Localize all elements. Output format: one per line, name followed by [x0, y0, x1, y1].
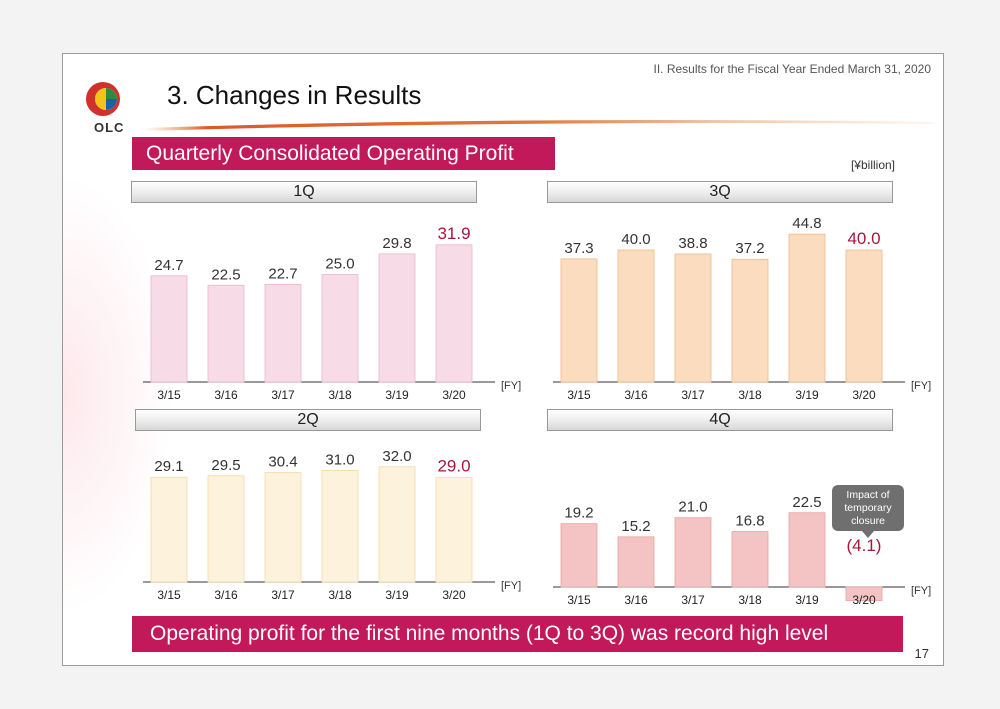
unit-label: [¥billion] — [850, 158, 895, 172]
q3-header: 3Q — [547, 181, 893, 203]
bar-3-16 — [617, 249, 655, 383]
value-label: 31.9 — [437, 224, 470, 243]
value-label: 37.2 — [735, 240, 764, 257]
tick-label: 3/16 — [214, 388, 238, 402]
bar-3-17 — [264, 283, 302, 383]
slide: II. Results for the Fiscal Year Ended Ma… — [62, 53, 944, 666]
tick-label: 3/19 — [795, 388, 819, 402]
tick-label: 3/19 — [385, 588, 409, 602]
value-label: 25.0 — [325, 256, 354, 273]
value-label: 21.0 — [678, 499, 707, 516]
bar-3-18 — [321, 470, 359, 583]
value-label: 29.5 — [211, 457, 240, 474]
tick-label: 3/15 — [567, 388, 591, 402]
bar-3-20 — [845, 586, 883, 601]
value-label: 40.0 — [621, 231, 650, 248]
bar-3-17 — [264, 472, 302, 583]
value-label: 37.3 — [564, 240, 593, 257]
tick-label: 3/15 — [157, 588, 181, 602]
tick-label: 3/18 — [328, 388, 352, 402]
value-label: (4.1) — [847, 536, 882, 555]
value-label: 29.8 — [382, 235, 411, 252]
bar-3-17 — [674, 517, 712, 588]
bar-3-15 — [150, 275, 188, 383]
section-label: Quarterly Consolidated Operating Profit — [132, 137, 555, 170]
tick-label: 3/16 — [624, 593, 648, 607]
tick-label: 3/16 — [214, 588, 238, 602]
value-label: 40.0 — [847, 229, 880, 248]
tick-label: 3/19 — [795, 593, 819, 607]
bar-3-18 — [731, 258, 769, 383]
tick-label: 3/18 — [328, 588, 352, 602]
value-label: 22.7 — [268, 265, 297, 282]
q1-header: 1Q — [131, 181, 477, 203]
value-label: 38.8 — [678, 235, 707, 252]
chart-3q: 37.3 3/15 40.0 3/16 38.8 3/17 37.2 3/18 44.8 3/19… — [553, 215, 931, 402]
axis-suffix: [FY] — [911, 380, 931, 392]
section-reference: II. Results for the Fiscal Year Ended Ma… — [653, 62, 932, 76]
q2-header: 2Q — [135, 409, 481, 431]
value-label: 22.5 — [792, 494, 821, 511]
bar-3-19 — [788, 512, 826, 588]
value-label: 30.4 — [268, 454, 297, 471]
tick-label: 3/20 — [442, 388, 466, 402]
tick-label: 3/17 — [681, 593, 705, 607]
chart-1q: 24.7 3/15 22.5 3/16 22.7 3/17 25.0 3/18 29.8 3/19… — [143, 224, 521, 402]
value-label: 29.1 — [154, 458, 183, 475]
tick-label: 3/17 — [271, 588, 295, 602]
value-label: 15.2 — [621, 518, 650, 535]
value-label: 24.7 — [154, 257, 183, 274]
tick-label: 3/20 — [442, 588, 466, 602]
bar-3-16 — [617, 536, 655, 588]
value-label: 32.0 — [382, 448, 411, 465]
value-label: 19.2 — [564, 505, 593, 522]
chart-2q: 29.1 3/15 29.5 3/16 30.4 3/17 31.0 3/18 32.0 3/19… — [143, 448, 521, 602]
bar-3-15 — [560, 258, 598, 383]
bar-3-16 — [207, 284, 245, 383]
callout-text: Impact of temporary closure — [844, 488, 892, 527]
axis-suffix: [FY] — [501, 380, 521, 392]
q4-header: 4Q — [547, 409, 893, 431]
logo-text: OLC — [94, 120, 125, 135]
bar-3-15 — [150, 476, 188, 583]
tick-label: 3/16 — [624, 388, 648, 402]
bar-3-16 — [207, 475, 245, 583]
tick-label: 3/18 — [738, 593, 762, 607]
bar-3-20 — [435, 477, 473, 583]
bar-3-19 — [378, 253, 416, 383]
tick-label: 3/20 — [852, 593, 876, 607]
bar-3-20 — [435, 244, 473, 383]
value-label: 22.5 — [211, 266, 240, 283]
tick-label: 3/17 — [271, 388, 295, 402]
bar-3-19 — [378, 466, 416, 583]
value-label: 31.0 — [325, 451, 354, 468]
bar-3-20 — [845, 249, 883, 383]
bar-3-18 — [731, 531, 769, 588]
bar-3-15 — [560, 523, 598, 588]
footer-banner: Operating profit for the first nine mont… — [132, 616, 903, 652]
tick-label: 3/15 — [567, 593, 591, 607]
bar-3-17 — [674, 253, 712, 383]
value-label: 16.8 — [735, 513, 764, 530]
tick-label: 3/15 — [157, 388, 181, 402]
axis-suffix: [FY] — [911, 585, 931, 597]
bar-3-19 — [788, 233, 826, 383]
value-label: 44.8 — [792, 215, 821, 232]
title-underline-swoosh — [143, 120, 933, 131]
page-number: 17 — [914, 646, 929, 661]
temporary-closure-callout: Impact of temporary closure — [832, 485, 904, 538]
value-label: 29.0 — [437, 457, 470, 476]
olc-logo-icon — [86, 82, 120, 116]
axis-suffix: [FY] — [501, 580, 521, 592]
tick-label: 3/17 — [681, 388, 705, 402]
bar-3-18 — [321, 274, 359, 383]
tick-label: 3/20 — [852, 388, 876, 402]
tick-label: 3/19 — [385, 388, 409, 402]
tick-label: 3/18 — [738, 388, 762, 402]
page-title: 3. Changes in Results — [167, 80, 422, 110]
chart-4q: 19.2 3/15 15.2 3/16 21.0 3/17 16.8 3/18 22.5 3/19… — [553, 494, 931, 607]
